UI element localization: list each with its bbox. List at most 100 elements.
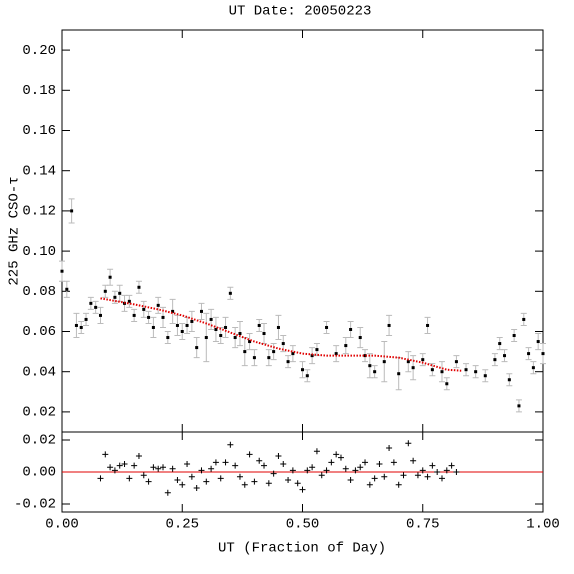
data-point [103,289,107,293]
data-point [315,348,319,352]
data-point [536,340,540,344]
y-tick-label: 0.20 [22,43,56,59]
data-point [382,360,386,364]
data-point [426,323,430,327]
data-point [358,336,362,340]
data-point [430,368,434,372]
data-point [257,323,261,327]
data-point [286,360,290,364]
residual-point [448,462,455,469]
residual-point [419,467,426,474]
data-point [474,370,478,374]
data-point [180,330,184,333]
data-point [368,364,372,368]
residual-point [140,472,147,479]
residual-point [390,459,397,466]
residual-point [381,473,388,480]
data-point [281,342,285,346]
y-tick-label: 0.00 [22,465,56,481]
residual-point [424,473,431,480]
residual-point [256,457,263,464]
data-point [70,209,74,213]
residual-point [160,464,167,471]
fit-line [100,297,462,372]
residual-point [333,451,340,458]
residual-point [251,478,258,485]
residual-point [222,459,229,466]
data-point [147,315,151,319]
data-point [493,358,497,362]
residual-point [405,440,412,447]
residual-point [309,464,316,471]
y-tick-label: 0.06 [22,324,56,340]
residual-point [275,453,282,459]
y-tick-label: 0.04 [22,364,56,380]
data-point [224,325,228,329]
data-point [252,356,256,360]
x-tick-label: 0.50 [286,517,320,533]
residual-point [261,462,268,469]
residual-point [371,475,378,482]
data-point [325,325,329,329]
data-point [60,269,64,273]
residual-point [318,472,325,479]
residual-point [97,475,104,482]
y-tick-label: 0.12 [22,204,56,220]
data-point [171,309,175,313]
data-point [127,299,131,303]
data-point [464,368,468,372]
data-point [84,317,88,321]
x-tick-label: 0.75 [406,517,440,533]
data-point [185,323,189,327]
data-point [108,275,112,279]
residual-point [232,462,239,469]
y-tick-label: -0.02 [14,497,56,513]
y-tick-label: 0.08 [22,284,56,300]
data-point [204,336,208,340]
data-point [440,370,444,374]
data-point [411,366,415,370]
residual-point [188,473,195,480]
residual-point [362,459,369,466]
data-point [118,291,122,295]
data-point [219,334,223,338]
data-point [94,305,98,309]
data-point [233,336,237,340]
data-point [156,303,160,307]
residual-point [347,477,354,483]
data-point [498,342,502,346]
x-tick-label: 1.00 [526,517,560,533]
data-point [89,301,93,305]
data-point [541,352,545,356]
residual-point [217,475,224,482]
data-point [310,354,314,358]
data-point [527,352,531,356]
data-point [209,317,213,321]
data-point [531,366,535,370]
residual-point [328,459,335,466]
residual-point [294,480,301,487]
residual-point [265,480,272,487]
residual-point [400,472,407,479]
data-point [349,327,353,331]
residual-point [241,481,248,488]
data-point [161,315,165,319]
residual-point [150,464,157,471]
residual-point [208,465,215,472]
data-point [79,325,83,329]
residual-point [285,477,292,483]
residual-point [203,478,210,485]
residual-point [410,457,417,464]
y-tick-label: 0.16 [22,123,56,139]
data-point [98,313,102,317]
data-point [387,323,391,327]
data-point [483,374,487,378]
data-point [166,336,170,340]
data-point [373,370,377,374]
residual-point [131,462,138,469]
data-point [74,323,78,327]
residual-point [126,475,133,482]
data-point [397,372,401,376]
residual-point [357,464,364,471]
residual-point [270,470,277,477]
